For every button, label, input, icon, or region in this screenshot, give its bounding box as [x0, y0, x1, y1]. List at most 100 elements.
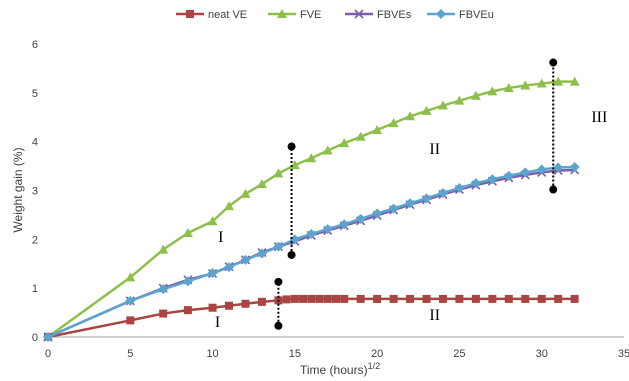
data-point-triangle — [339, 138, 350, 148]
y-tick-label: 5 — [32, 88, 38, 100]
data-point-triangle — [470, 90, 481, 100]
data-point-diamond — [182, 276, 193, 287]
legend: neat VE FVE FBVEs FBVEu — [176, 9, 494, 21]
x-tick-label: 15 — [289, 348, 301, 360]
data-point-diamond — [569, 162, 580, 173]
data-point-triangle — [322, 145, 333, 155]
data-point-triangle — [536, 78, 547, 88]
data-point-square — [307, 294, 316, 303]
x-tick-label: 10 — [206, 348, 218, 360]
x-tick-label: 35 — [618, 348, 629, 360]
data-point-diamond — [322, 224, 333, 235]
dotted-divider-dot — [287, 142, 296, 151]
x-axis-title-main: Time (hours) — [300, 363, 368, 377]
data-point-diamond — [487, 174, 498, 185]
data-point-diamond — [520, 167, 531, 178]
data-point-square — [406, 294, 415, 303]
region-label: III — [591, 109, 607, 126]
data-point-triangle — [405, 111, 416, 121]
data-point-square — [422, 294, 431, 303]
data-point-diamond — [536, 164, 547, 175]
series-fbves — [43, 165, 580, 342]
x-tick-label: 20 — [371, 348, 383, 360]
data-point-square — [570, 294, 579, 303]
series-line-fbves — [47, 168, 575, 339]
data-point-triangle — [256, 179, 267, 189]
dotted-divider — [549, 58, 558, 194]
data-point-square — [504, 294, 513, 303]
data-point-square — [208, 303, 217, 312]
data-point-triangle — [182, 227, 193, 237]
data-point-square — [537, 294, 546, 303]
data-point-square — [241, 299, 250, 308]
data-point-diamond — [240, 254, 251, 265]
x-tick-label: 0 — [45, 348, 51, 360]
data-point-diamond — [125, 295, 136, 306]
data-point-square — [323, 294, 332, 303]
data-point-triangle — [277, 9, 287, 18]
series-fbveu — [43, 162, 580, 342]
data-point-triangle — [224, 201, 235, 211]
series-line-fbveu — [47, 165, 575, 339]
data-point-triangle — [158, 244, 169, 254]
data-point-square — [290, 294, 299, 303]
data-point-diamond — [339, 219, 350, 230]
dotted-divider — [287, 142, 296, 259]
x-tick-label: 30 — [536, 348, 548, 360]
dotted-divider — [274, 277, 283, 330]
data-point-triangle — [355, 131, 366, 141]
y-tick-label: 3 — [32, 186, 38, 198]
y-tick-label: 0 — [32, 332, 38, 344]
data-point-square — [315, 294, 324, 303]
y-tick-label: 6 — [32, 39, 38, 51]
dotted-divider-dot — [287, 250, 296, 259]
dotted-divider-dot — [274, 321, 283, 330]
region-label: I — [218, 229, 223, 246]
y-tick-label: 1 — [32, 283, 38, 295]
data-point-diamond — [553, 162, 564, 173]
data-point-square — [340, 294, 349, 303]
x-tick-label: 5 — [127, 348, 133, 360]
axes: 0 5 10 15 20 25 30 35 0 1 2 3 4 5 6 — [32, 39, 629, 360]
region-label: II — [429, 307, 440, 324]
data-point-square — [126, 316, 135, 325]
data-point-square — [299, 294, 308, 303]
region-label: I — [215, 314, 220, 331]
data-point-diamond — [43, 332, 53, 342]
data-point-square — [356, 294, 365, 303]
data-point-square — [438, 294, 447, 303]
series-group — [43, 76, 580, 342]
y-tick-label: 4 — [32, 137, 38, 149]
data-point-diamond — [436, 9, 446, 19]
legend-item-neat-ve: neat VE — [176, 9, 247, 21]
data-point-diamond — [224, 262, 235, 273]
data-point-diamond — [405, 198, 416, 209]
data-point-square — [225, 301, 234, 310]
data-point-triangle — [437, 100, 448, 110]
data-point-triangle — [372, 124, 383, 134]
data-point-square — [373, 294, 382, 303]
data-point-triangle — [487, 86, 498, 96]
dotted-divider-dot — [274, 277, 283, 286]
dotted-divider-dot — [549, 58, 558, 67]
data-point-square — [332, 294, 340, 303]
x-axis-title: Time (hours)1/2 — [300, 361, 380, 377]
legend-label: FBVEu — [459, 9, 494, 21]
data-point-diamond — [437, 187, 448, 198]
data-point-square — [183, 306, 192, 315]
data-point-triangle — [421, 105, 432, 115]
y-axis-title: Weight gain (%) — [11, 147, 25, 232]
data-point-square — [471, 294, 480, 303]
data-point-square — [455, 294, 464, 303]
data-point-diamond — [470, 178, 481, 189]
data-point-diamond — [158, 284, 169, 295]
dotted-divider-dot — [549, 185, 558, 194]
data-point-triangle — [503, 82, 514, 92]
data-point-x-stroke — [354, 9, 364, 19]
data-point-diamond — [388, 203, 399, 214]
series-neat-ve — [44, 294, 579, 341]
x-axis-title-superscript: 1/2 — [368, 361, 381, 371]
y-tick-label: 2 — [32, 234, 38, 246]
